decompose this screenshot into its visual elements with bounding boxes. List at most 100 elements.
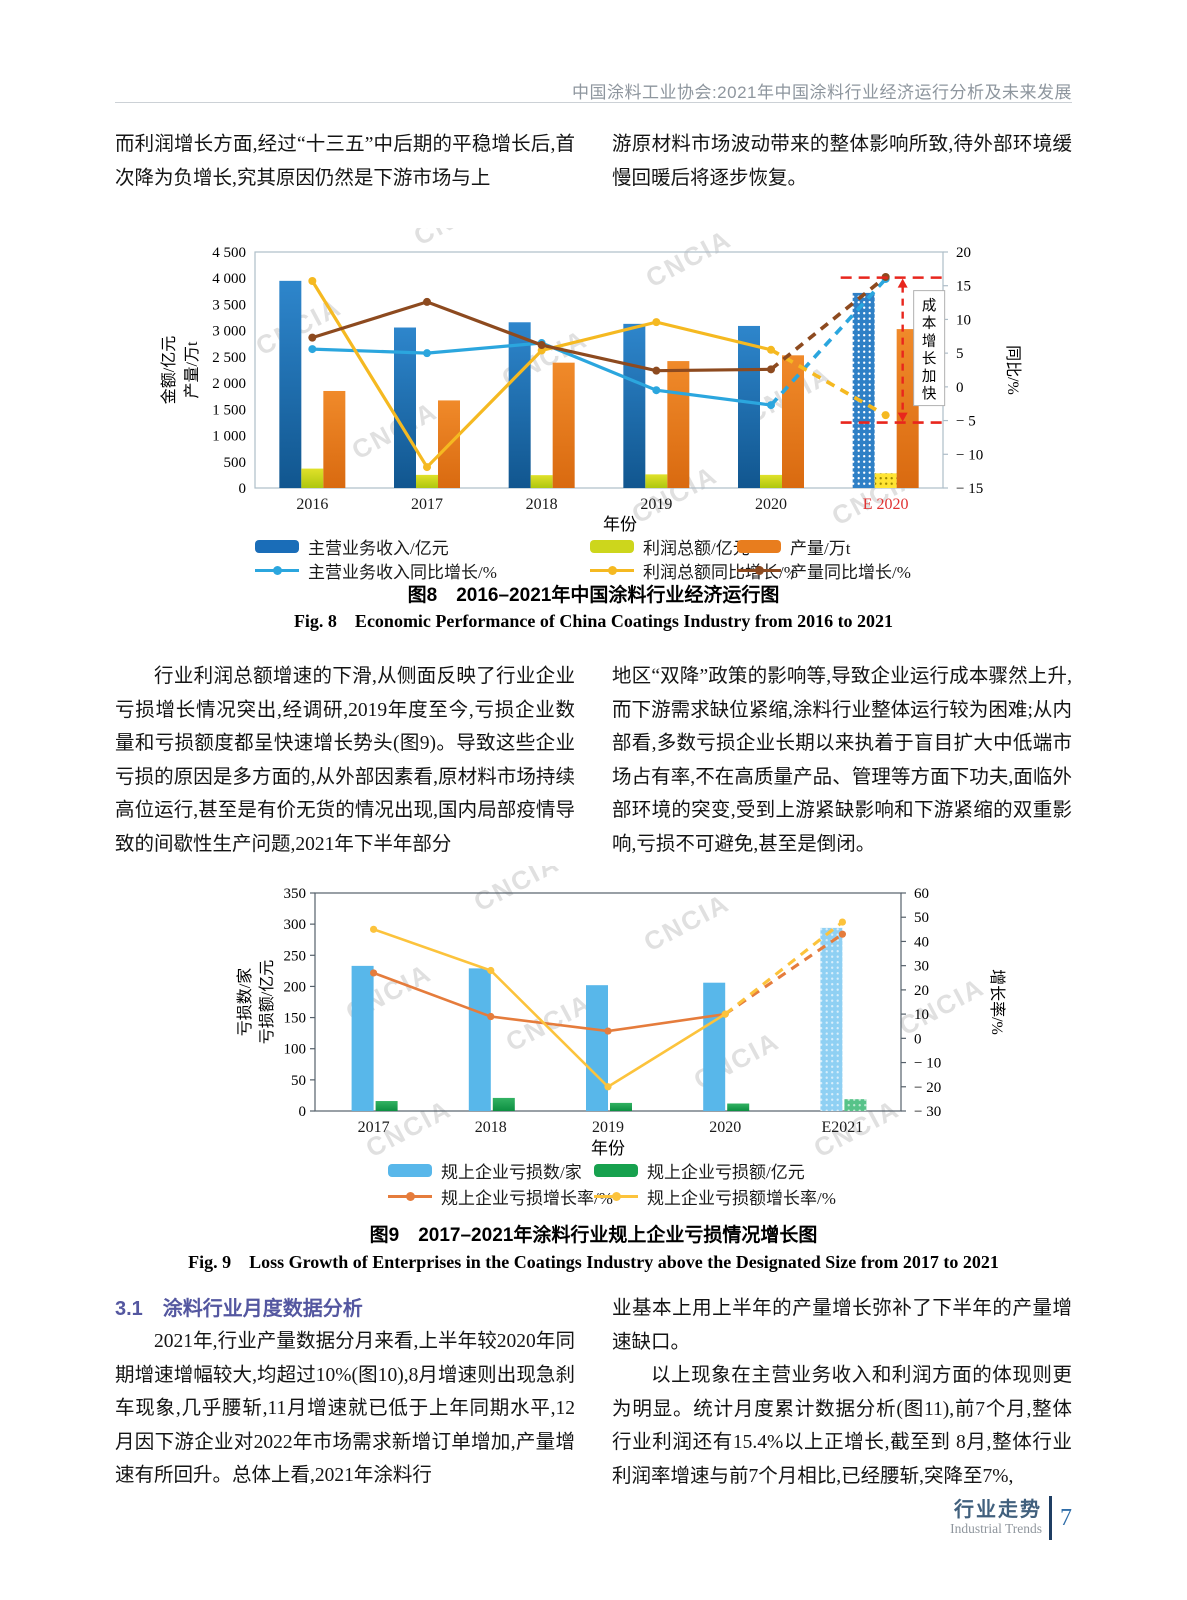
- page-number: 7: [1060, 1505, 1072, 1531]
- left-axis-title: 金额/亿元: [160, 336, 178, 404]
- svg-text:− 5: − 5: [956, 414, 976, 430]
- line-solid: [373, 971, 726, 1033]
- svg-text:CNCIA: CNCIA: [639, 887, 735, 957]
- fig9-caption-en: Fig. 9 Loss Growth of Enterprises in the…: [188, 1252, 999, 1272]
- legend-item: 规上企业亏损额/亿元: [594, 1160, 805, 1182]
- page-header-title: 中国涂料工业协会:2021年中国涂料行业经济运行分析及未来发展: [571, 83, 1072, 102]
- right-axis: − 15 − 10 − 5 0 5 10 15 20: [943, 245, 983, 497]
- x-axis-title: 年份: [603, 515, 637, 534]
- bar: [416, 474, 438, 488]
- legend-item: 产量/万t: [737, 536, 850, 558]
- right-axis-title: 增长率/%: [988, 969, 1006, 1035]
- fig9-caption-zh: 图9 2017–2021年涂料行业规上企业亏损情况增长图: [369, 1225, 818, 1246]
- legend-bar-swatch: [590, 539, 634, 553]
- right-axis: − 30 − 20 − 10 0 10 20 30 40 50 60: [901, 886, 941, 1120]
- svg-text:4 500: 4 500: [212, 245, 246, 261]
- top-paragraph-row: 而利润增长方面,经过“十三五”中后期的平稳增长后,首次降为负增长,究其原因仍然是…: [115, 128, 1072, 195]
- svg-text:20: 20: [956, 245, 971, 261]
- svg-text:E 2020: E 2020: [863, 496, 909, 513]
- marker: [537, 341, 546, 350]
- fig8-legend: 主营业务收入/亿元 利润总额/亿元 产量/万t 主营业务收入同比增长/% 利润总额同比增…: [255, 536, 995, 586]
- legend-label: 规上企业亏损额/亿元: [647, 1162, 805, 1182]
- left-axis: 0 500 1 000 1 500 2 000 2 500 3 000 3 500 4 000 4…: [212, 245, 246, 497]
- svg-text:0: 0: [914, 1031, 922, 1047]
- fig8-caption-zh: 图8 2016–2021年中国涂料行业经济运行图: [407, 585, 780, 606]
- svg-text:5: 5: [956, 346, 964, 362]
- footer-text: 行业走势 Industrial Trends: [950, 1499, 1042, 1537]
- bar: [586, 985, 608, 1111]
- section-heading-3-1: 3.1 涂料行业月度数据分析: [115, 1298, 363, 1320]
- svg-text:60: 60: [914, 886, 929, 902]
- legend-bar-swatch: [255, 539, 299, 553]
- left-axis-title: 产量/万t: [183, 341, 201, 398]
- fig8-caption-en: Fig. 8 Economic Performance of China Coa…: [293, 611, 894, 631]
- svg-text:10: 10: [914, 1007, 929, 1023]
- footer-title-zh: 行业走势: [954, 1499, 1042, 1521]
- marker: [370, 969, 378, 977]
- marker: [721, 1010, 729, 1018]
- bar: [645, 474, 668, 488]
- bar: [623, 323, 646, 488]
- cost-growth-annotation: 成本增长加快: [840, 276, 946, 424]
- svg-text:CNCIA: CNCIA: [409, 228, 505, 251]
- bar-series: [351, 927, 867, 1111]
- svg-text:300: 300: [284, 917, 307, 933]
- marker: [652, 366, 661, 375]
- x-axis: 2016 2017 2018 2019 2020 E 2020 年份: [296, 496, 908, 534]
- svg-text:350: 350: [284, 886, 307, 902]
- svg-text:2016: 2016: [296, 496, 328, 513]
- bottom-paragraph-left-text: 2021年,行业产量数据分月来看,上半年较2020年同期增速增幅较大,均超过10…: [115, 1331, 575, 1486]
- svg-text:2018: 2018: [475, 1119, 507, 1136]
- bar: [279, 280, 302, 488]
- legend-item: 规上企业亏损增长率/%: [388, 1186, 613, 1208]
- left-axis-title: 亏损额/亿元: [258, 960, 276, 1044]
- bar: [375, 1101, 398, 1111]
- legend-label: 规上企业亏损增长率/%: [441, 1188, 613, 1208]
- legend-bar-swatch: [594, 1163, 638, 1177]
- bar: [610, 1102, 632, 1111]
- svg-text:− 10: − 10: [956, 447, 983, 463]
- legend-label: 主营业务收入同比增长/%: [308, 562, 497, 582]
- bottom-paragraph-left: 2021年,行业产量数据分月来看,上半年较2020年同期增速增幅较大,均超过10…: [115, 1325, 575, 1493]
- x-axis: 2017 2018 2019 2020 E2021 年份: [358, 1119, 864, 1158]
- footer-divider: [1049, 1496, 1052, 1540]
- bottom-paragraph-right-2: 以上现象在主营业务收入和利润方面的体现则更为明显。统计月度累计数据分析(图11)…: [612, 1365, 1072, 1487]
- svg-text:2019: 2019: [592, 1119, 624, 1136]
- svg-text:150: 150: [284, 1011, 307, 1027]
- legend-item: 规上企业亏损数/家: [388, 1160, 582, 1182]
- marker: [838, 930, 847, 938]
- bar: [727, 1103, 750, 1111]
- marker: [487, 1012, 495, 1021]
- line-dashed: [724, 920, 844, 1016]
- marker: [308, 276, 317, 285]
- legend-bar-swatch: [737, 539, 781, 553]
- svg-text:100: 100: [284, 1042, 307, 1058]
- marker: [370, 925, 378, 933]
- mid-paragraph-left: 行业利润总额增速的下滑,从侧面反映了行业企业亏损增长情况突出,经调研,2019年…: [115, 666, 575, 855]
- svg-text:CNCIA: CNCIA: [641, 228, 737, 293]
- bar: [468, 968, 491, 1111]
- bar: [301, 468, 324, 488]
- marker: [881, 411, 890, 420]
- svg-text:2018: 2018: [526, 496, 558, 513]
- bar: [782, 355, 804, 488]
- svg-text:4 000: 4 000: [212, 271, 246, 287]
- svg-text:40: 40: [914, 934, 929, 950]
- svg-text:15: 15: [956, 279, 971, 295]
- bar: [552, 362, 575, 488]
- line-dashed: [770, 348, 887, 417]
- legend-label: 规上企业亏损额增长率/%: [647, 1188, 836, 1208]
- bar: [738, 325, 760, 488]
- x-axis-title: 年份: [591, 1139, 625, 1158]
- svg-text:0: 0: [299, 1104, 307, 1120]
- right-axis-title: 同比/%: [1004, 345, 1022, 395]
- legend-line-swatch: [388, 1191, 432, 1201]
- legend-item: 利润总额/亿元: [590, 536, 750, 558]
- svg-text:CNCIA: CNCIA: [894, 971, 990, 1041]
- mid-paragraph-row: 行业利润总额增速的下滑,从侧面反映了行业企业亏损增长情况突出,经调研,2019年…: [115, 660, 1072, 861]
- svg-text:30: 30: [914, 959, 929, 975]
- legend-line-swatch: [594, 1191, 638, 1201]
- legend-label: 规上企业亏损数/家: [441, 1162, 582, 1182]
- bar: [492, 1097, 515, 1111]
